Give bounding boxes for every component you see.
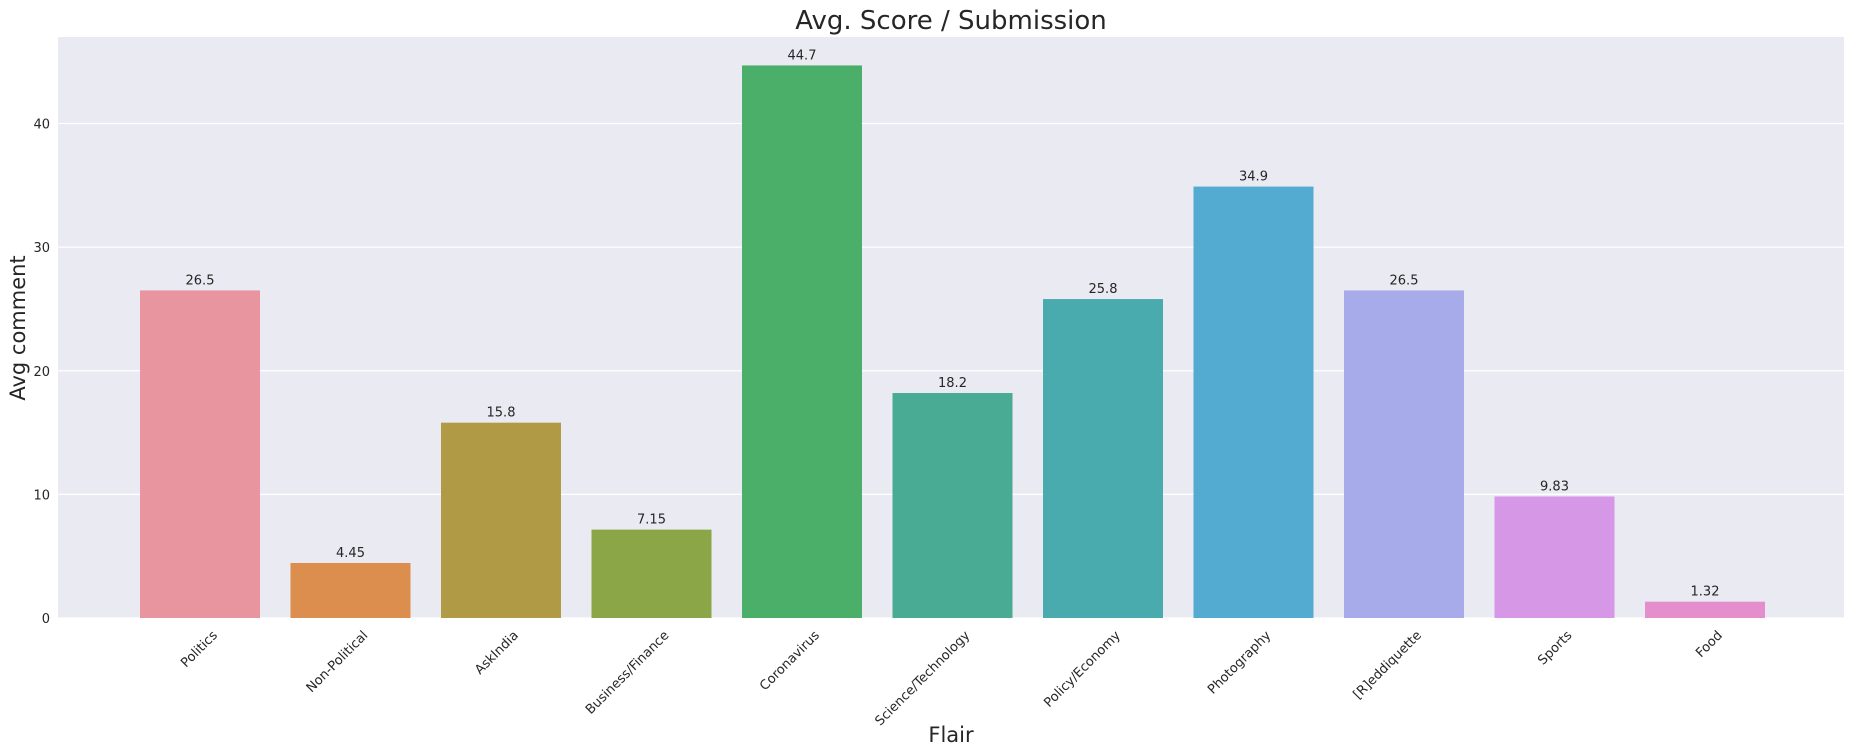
bar <box>1193 186 1314 618</box>
x-axis-ticks: Politics Non-Political AskIndia Business/Fi… <box>178 628 1726 729</box>
bar-value-label: 1.32 <box>1691 585 1720 600</box>
bar <box>1494 496 1615 618</box>
bar <box>290 562 411 618</box>
bar-value-label: 9.83 <box>1540 479 1569 494</box>
y-tick-label: 40 <box>33 118 50 133</box>
x-tick-label: Policy/Economy <box>1041 628 1124 711</box>
x-tick-label: Coronavirus <box>757 628 823 694</box>
y-tick-label: 0 <box>42 612 50 627</box>
x-tick-label: Photography <box>1205 628 1274 697</box>
bars <box>140 65 1765 619</box>
y-axis-label: Avg comment <box>6 255 30 400</box>
bar-value-label: 34.9 <box>1239 170 1268 185</box>
x-tick-label: Politics <box>178 628 221 671</box>
bar-value-label: 7.15 <box>637 513 666 528</box>
y-tick-label: 30 <box>33 241 50 256</box>
y-tick-label: 10 <box>33 488 50 503</box>
bar <box>140 290 260 618</box>
x-axis-label: Flair <box>928 723 974 747</box>
x-tick-label: Sports <box>1535 628 1575 668</box>
bar <box>441 422 561 618</box>
bar <box>892 393 1013 618</box>
bar <box>1645 601 1765 618</box>
chart-title: Avg. Score / Submission <box>795 6 1107 36</box>
x-tick-label: Business/Finance <box>583 628 672 717</box>
bar <box>1344 290 1464 618</box>
x-tick-label: Food <box>1693 628 1726 661</box>
data-labels: 26.5 4.45 15.8 7.15 44.7 18.2 25.8 34.9 26.5 9.83… <box>186 48 1720 599</box>
bar <box>742 65 862 619</box>
bar-value-label: 15.8 <box>487 406 516 421</box>
x-tick-label: Non-Political <box>304 628 372 696</box>
bar-value-label: 44.7 <box>788 48 817 63</box>
bar-value-label: 4.45 <box>336 546 365 561</box>
bar-value-label: 26.5 <box>1390 273 1419 288</box>
x-tick-label: Science/Technology <box>872 628 973 729</box>
bar-value-label: 18.2 <box>938 376 967 391</box>
y-axis-ticks: 0 10 20 30 40 <box>33 118 50 627</box>
bar-value-label: 26.5 <box>186 273 215 288</box>
y-tick-label: 20 <box>33 365 50 380</box>
bar <box>591 529 712 618</box>
x-tick-label: [R]eddiquette <box>1351 628 1425 702</box>
x-tick-label: AskIndia <box>472 628 522 678</box>
bar <box>1043 299 1163 618</box>
bar-value-label: 25.8 <box>1089 282 1118 297</box>
